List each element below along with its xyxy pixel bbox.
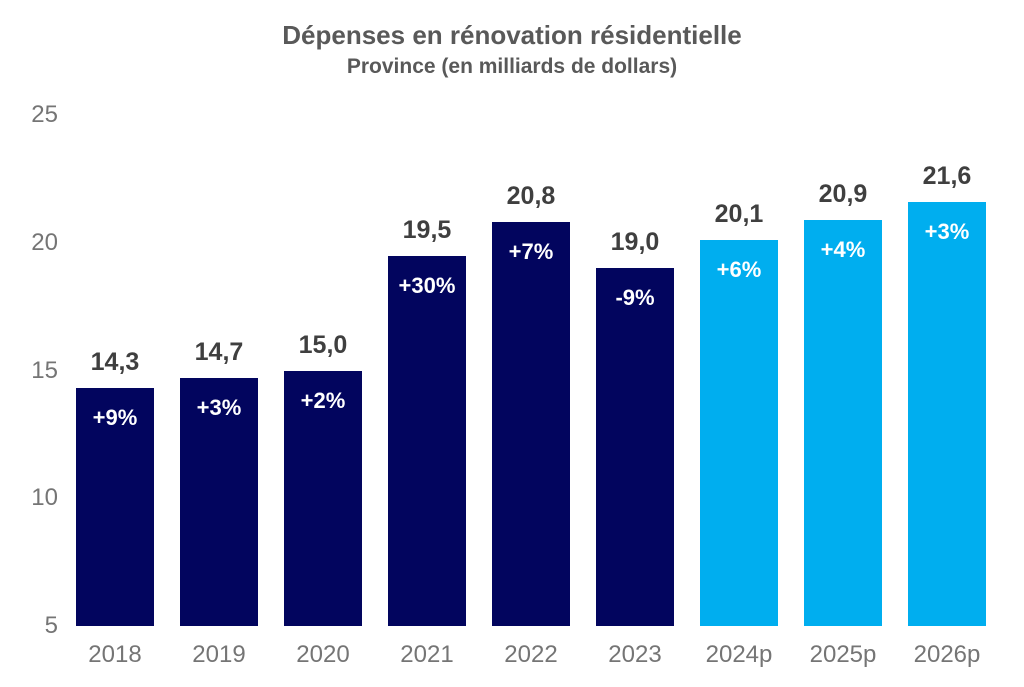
bar-2018 xyxy=(76,388,154,626)
bar-pct-label-2023: -9% xyxy=(615,285,655,311)
bar-2026p xyxy=(908,201,986,626)
bar-value-label-2023: 19,0 xyxy=(610,228,660,257)
bar-2019 xyxy=(180,378,258,626)
bar-value-label-2019: 14,7 xyxy=(194,338,244,367)
bar-value-label-2018: 14,3 xyxy=(90,348,140,377)
bar-pct-label-2020: +2% xyxy=(300,387,346,413)
y-axis-tick-10: 10 xyxy=(31,484,58,512)
bar-value-label-2020: 15,0 xyxy=(298,330,348,359)
bar-2020 xyxy=(284,370,362,626)
y-axis-tick-25: 25 xyxy=(31,101,58,128)
bar-value-label-2026p: 21,6 xyxy=(922,161,972,190)
bar-value-label-2024p: 20,1 xyxy=(714,200,764,229)
x-axis-label-2022: 2022 xyxy=(504,641,558,668)
x-axis-label-2020: 2020 xyxy=(296,641,350,668)
bar-2023 xyxy=(596,268,674,626)
x-axis-label-2026p: 2026p xyxy=(913,641,981,668)
bar-pct-label-2026p: +3% xyxy=(924,218,970,244)
bar-pct-label-2021: +30% xyxy=(398,272,456,298)
chart-subtitle: Province (en milliards de dollars) xyxy=(346,55,678,78)
bar-2021 xyxy=(388,255,466,626)
x-axis-label-2025p: 2025p xyxy=(809,641,877,668)
y-axis-tick-15: 15 xyxy=(31,356,58,384)
y-axis-tick-20: 20 xyxy=(31,228,58,256)
y-axis-tick-5: 5 xyxy=(44,612,58,639)
x-axis-label-2018: 2018 xyxy=(88,641,142,668)
x-axis-label-2024p: 2024p xyxy=(705,641,773,668)
bar-pct-label-2022: +7% xyxy=(508,239,554,265)
x-axis-label-2021: 2021 xyxy=(400,641,454,668)
bar-2024p xyxy=(700,240,778,626)
bar-2022 xyxy=(492,222,570,626)
bar-2025p xyxy=(804,219,882,626)
bar-pct-label-2018: +9% xyxy=(92,405,138,431)
bar-pct-label-2024p: +6% xyxy=(716,257,762,283)
bar-pct-label-2019: +3% xyxy=(196,395,242,421)
x-axis-label-2023: 2023 xyxy=(608,641,662,668)
x-axis-label-2019: 2019 xyxy=(192,641,246,668)
bar-value-label-2025p: 20,9 xyxy=(818,179,868,208)
chart-title: Dépenses en rénovation résidentielle xyxy=(282,20,742,50)
bar-value-label-2021: 19,5 xyxy=(402,215,452,244)
bar-pct-label-2025p: +4% xyxy=(820,236,866,262)
bar-value-label-2022: 20,8 xyxy=(506,182,556,211)
